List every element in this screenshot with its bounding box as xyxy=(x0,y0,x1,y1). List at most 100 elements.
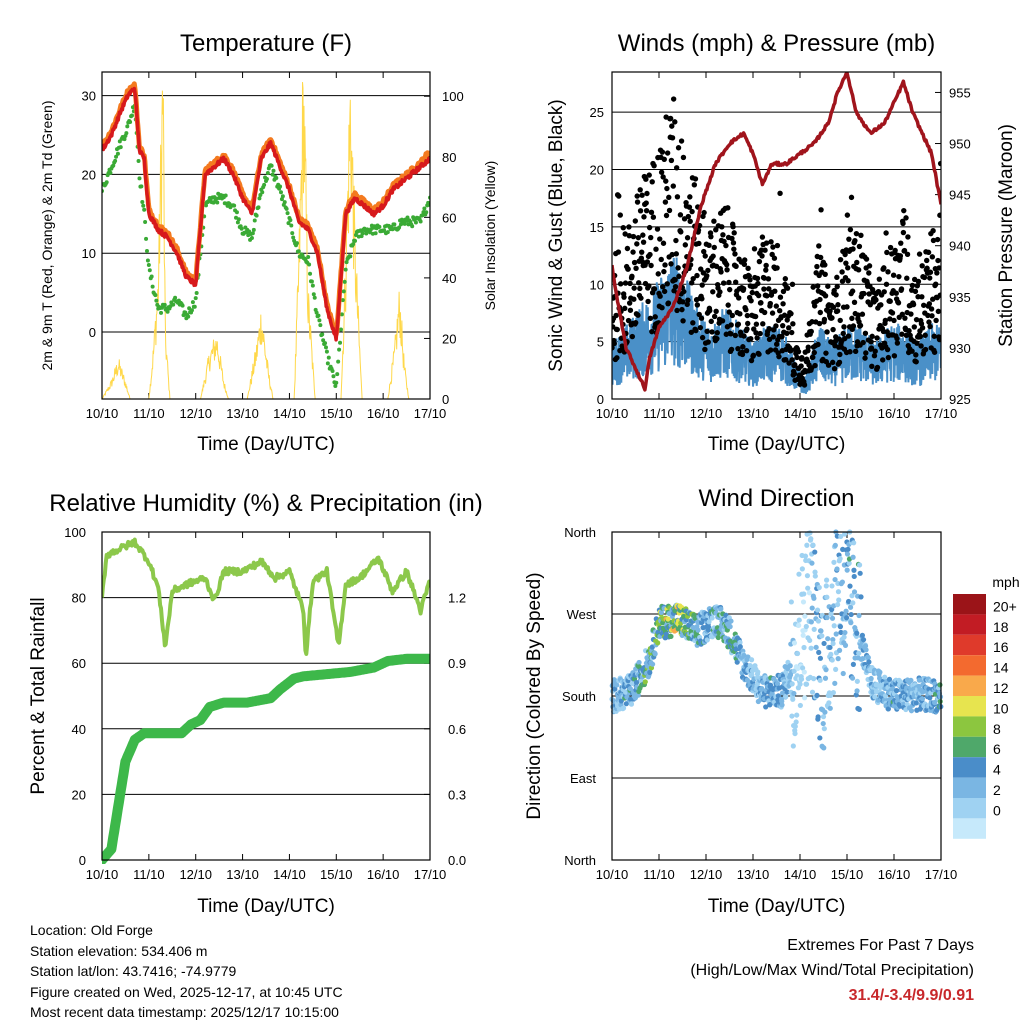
gust-point xyxy=(686,204,693,210)
gust-point xyxy=(782,276,789,282)
dewpoint-point xyxy=(136,158,141,163)
gust-point xyxy=(679,306,685,313)
gust-point xyxy=(699,334,706,341)
dewpoint-point xyxy=(159,310,164,315)
gust-point xyxy=(823,350,829,356)
direction-point xyxy=(820,720,826,727)
direction-point xyxy=(803,681,810,687)
direction-point xyxy=(775,693,781,699)
gust-point xyxy=(635,280,642,286)
gust-point xyxy=(729,235,735,242)
gust-point xyxy=(851,299,858,306)
gust-point xyxy=(901,207,907,214)
direction-point xyxy=(823,583,829,589)
direction-point xyxy=(774,681,781,687)
gust-point xyxy=(702,253,708,259)
gust-point xyxy=(689,280,695,286)
gust-point xyxy=(822,293,829,299)
gust-point xyxy=(639,192,645,198)
dewpoint-point xyxy=(140,200,145,205)
direction-point xyxy=(807,637,813,644)
gust-point xyxy=(680,318,686,324)
gust-point xyxy=(900,229,907,236)
direction-point xyxy=(857,570,863,576)
gust-point xyxy=(792,361,798,368)
gust-point xyxy=(634,199,641,205)
direction-point xyxy=(856,562,863,568)
gust-point xyxy=(666,194,672,201)
gust-point xyxy=(662,262,668,268)
legend-label: 12 xyxy=(993,680,1009,696)
gust-point xyxy=(759,253,765,259)
gust-point xyxy=(861,290,867,297)
gust-point xyxy=(701,248,707,255)
direction-point xyxy=(828,611,834,617)
gust-point xyxy=(754,335,760,341)
gust-point xyxy=(788,347,795,354)
direction-point xyxy=(825,636,831,642)
gust-point xyxy=(767,347,774,353)
gust-point xyxy=(929,313,935,319)
gust-point xyxy=(777,294,784,300)
gust-point xyxy=(867,301,874,308)
gust-point xyxy=(748,298,754,304)
gust-point xyxy=(848,194,855,201)
direction-point xyxy=(633,679,640,686)
gust-point xyxy=(724,267,730,273)
y-tick-label: 40 xyxy=(72,722,86,737)
gust-point xyxy=(869,333,875,340)
x-axis-label: Time (Day/UTC) xyxy=(708,896,846,917)
direction-point xyxy=(695,627,701,633)
gust-point xyxy=(789,357,795,363)
direction-point xyxy=(796,617,802,623)
direction-point xyxy=(850,554,856,560)
direction-point xyxy=(877,669,883,675)
gust-point xyxy=(922,332,928,338)
gust-point xyxy=(720,280,727,286)
gust-point xyxy=(647,251,653,258)
x-axis-label: Time (Day/UTC) xyxy=(197,434,335,455)
gust-point xyxy=(844,212,851,218)
gust-point xyxy=(850,323,857,329)
gust-point xyxy=(692,176,699,182)
y-tick-label: 20 xyxy=(82,167,96,182)
gust-point xyxy=(863,350,869,356)
gust-point xyxy=(926,301,933,307)
direction-point xyxy=(808,536,814,542)
dewpoint-point xyxy=(108,170,113,175)
direction-point xyxy=(831,603,837,609)
direction-point xyxy=(802,613,808,619)
direction-point xyxy=(797,702,803,709)
direction-point xyxy=(842,642,849,648)
direction-point xyxy=(789,713,795,719)
y-tick-label: 5 xyxy=(597,335,604,350)
gust-point xyxy=(933,281,939,287)
gust-point xyxy=(889,310,896,316)
direction-point xyxy=(814,692,820,698)
gust-point xyxy=(835,302,841,308)
station-latlon: Station lat/lon: 43.7416; -74.9779 xyxy=(30,963,237,979)
gust-point xyxy=(935,308,941,315)
gust-point xyxy=(711,313,718,320)
gust-point xyxy=(898,240,904,246)
direction-point xyxy=(779,702,785,708)
direction-point xyxy=(734,659,740,665)
gust-point xyxy=(815,341,821,348)
dewpoint-point xyxy=(254,213,259,218)
dewpoint-point xyxy=(278,190,283,195)
dewpoint-point xyxy=(215,200,220,205)
direction-point xyxy=(745,654,751,660)
gust-point xyxy=(930,237,937,244)
gust-point xyxy=(756,351,762,357)
x-tick-label: 15/10 xyxy=(831,867,864,882)
gust-point xyxy=(633,265,639,272)
gust-point xyxy=(830,359,836,366)
y2-tick-label: 1.2 xyxy=(448,591,466,606)
gust-point xyxy=(887,244,894,251)
gust-point xyxy=(767,300,773,307)
gust-point xyxy=(657,236,663,242)
direction-point xyxy=(832,680,838,686)
gust-point xyxy=(632,218,639,224)
direction-series xyxy=(609,529,944,751)
direction-point xyxy=(882,674,888,680)
